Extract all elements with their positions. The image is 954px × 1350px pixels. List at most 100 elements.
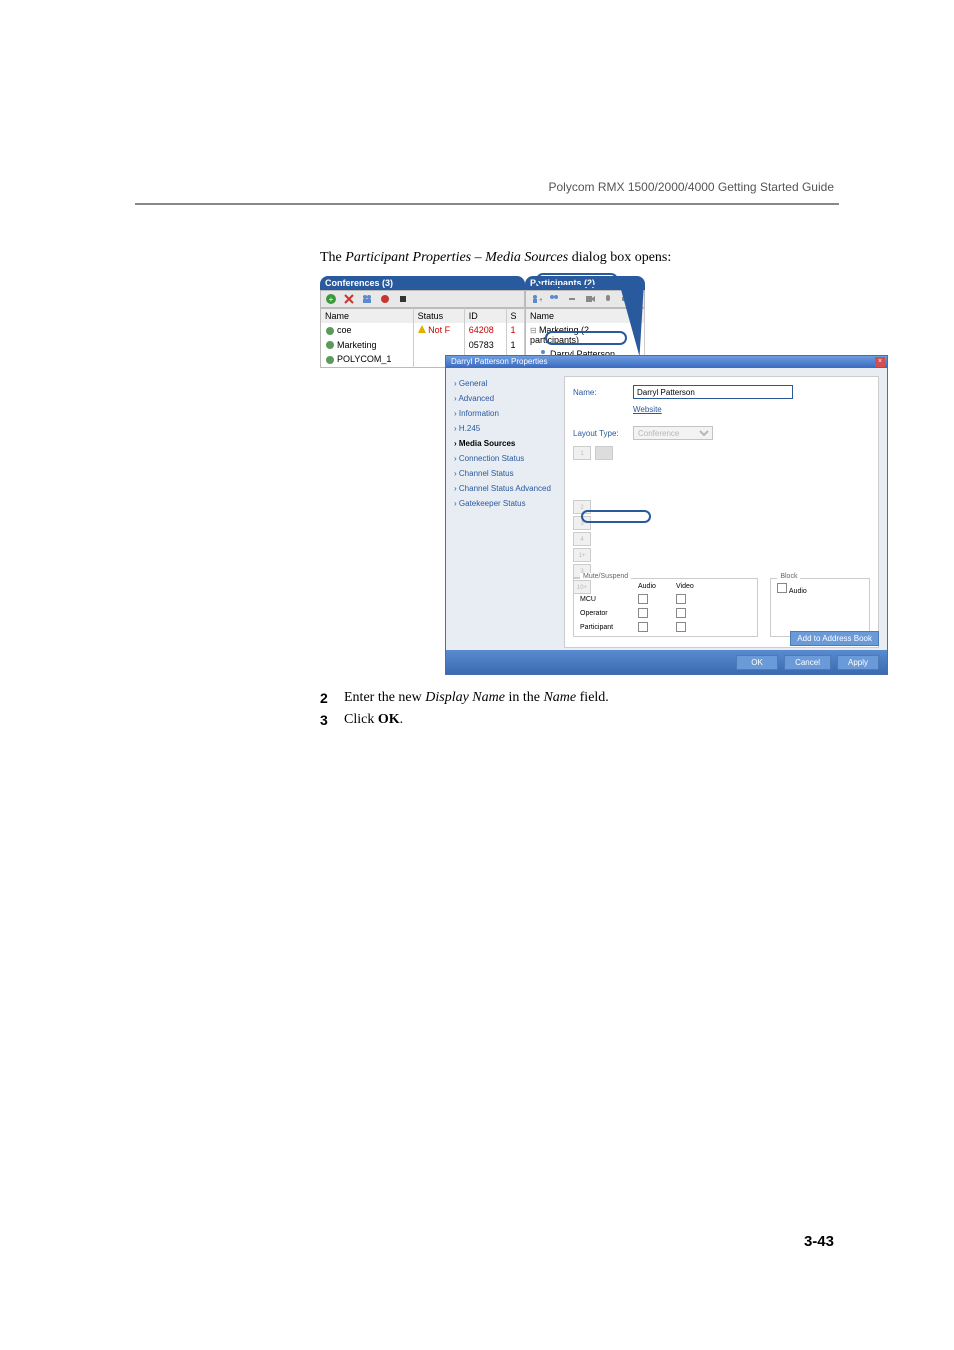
nav-gatekeeper-status[interactable]: › Gatekeeper Status (452, 496, 558, 511)
apply-button[interactable]: Apply (837, 655, 879, 670)
col-id[interactable]: ID (464, 309, 506, 324)
name-input[interactable] (633, 385, 793, 399)
layout-field-row: Layout Type: Conference (573, 426, 870, 440)
page-number: 3-43 (804, 1233, 834, 1250)
cancel-button[interactable]: Cancel (784, 655, 831, 670)
dialog-title-text: Darryl Patterson Properties (451, 357, 547, 366)
properties-dialog: Darryl Patterson Properties × › General … (445, 355, 888, 675)
name-field-row: Name: (573, 385, 870, 399)
conf-s: 1 (506, 323, 524, 338)
block-group: Block Audio (770, 578, 870, 637)
col-name[interactable]: Name (321, 309, 414, 324)
name-label: Name: (573, 388, 633, 397)
checkbox[interactable] (676, 594, 686, 604)
nav-general[interactable]: › General (452, 376, 558, 391)
svg-text:+: + (539, 297, 542, 304)
conf-status (413, 338, 464, 353)
table-row[interactable]: coe Not F 64208 1 (321, 323, 525, 338)
table-header-row: Name Status ID S (321, 309, 525, 324)
checkbox[interactable] (638, 622, 648, 632)
conf-id: 64208 (464, 323, 506, 338)
intro-italic: Participant Properties – Media Sources (345, 250, 568, 265)
conf-name: Marketing (337, 340, 377, 350)
conf-s: 1 (506, 338, 524, 353)
checkbox[interactable] (638, 594, 648, 604)
warn-icon (418, 325, 426, 333)
checkbox[interactable] (676, 608, 686, 618)
dialog-footer: OK Cancel Apply (446, 650, 887, 674)
add-person-icon[interactable]: + (530, 293, 542, 305)
conferences-toolbar: + (320, 290, 525, 308)
layout-label: Layout Type: (573, 429, 633, 438)
globe-icon (325, 326, 335, 336)
conf-name: POLYCOM_1 (337, 354, 391, 364)
layout-cell[interactable]: 1+ (573, 548, 591, 562)
checkbox[interactable] (777, 583, 787, 593)
nav-connection-status[interactable]: › Connection Status (452, 451, 558, 466)
nav-information[interactable]: › Information (452, 406, 558, 421)
ok-button[interactable]: OK (736, 655, 778, 670)
screenshot-mock: Conferences (3) + Name Status ID S coe N… (320, 276, 888, 676)
intro-suffix: dialog box opens: (568, 250, 671, 265)
table-row[interactable]: Marketing 05783 1 (321, 338, 525, 353)
conf-status: Not F (428, 325, 450, 335)
layout-cell[interactable]: 4 (573, 532, 591, 546)
mute-col-video: Video (676, 583, 706, 590)
callout-participants-title (536, 273, 618, 287)
mute-group-title: Mute/Suspend (580, 573, 631, 580)
step-number: 3 (320, 712, 344, 728)
nav-advanced[interactable]: › Advanced (452, 391, 558, 406)
col-status[interactable]: Status (413, 309, 464, 324)
header-separator (135, 203, 839, 205)
add-address-book-button[interactable]: Add to Address Book (790, 631, 879, 646)
main-content: The Participant Properties – Media Sourc… (320, 250, 890, 728)
conf-id: 05783 (464, 338, 506, 353)
mute-row-mcu: MCU (580, 596, 630, 603)
dialog-titlebar: Darryl Patterson Properties × (446, 356, 887, 368)
stop-icon[interactable] (397, 293, 409, 305)
layout-cell[interactable]: 1 (573, 446, 591, 460)
header-guide-title: Polycom RMX 1500/2000/4000 Getting Start… (548, 180, 834, 194)
nav-media-sources[interactable]: › Media Sources (452, 436, 558, 451)
globe-icon (325, 355, 335, 365)
block-audio-label: Audio (789, 588, 807, 595)
intro-prefix: The (320, 250, 345, 265)
conferences-title: Conferences (3) (320, 276, 525, 290)
close-icon[interactable]: × (875, 357, 885, 367)
dialog-nav: › General › Advanced › Information › H.2… (446, 368, 564, 648)
nav-h245[interactable]: › H.245 (452, 421, 558, 436)
layout-select[interactable]: Conference (633, 426, 713, 440)
conf-name: coe (337, 325, 352, 335)
add-group-icon[interactable] (548, 293, 560, 305)
people-icon[interactable] (361, 293, 373, 305)
website-link[interactable]: Website (633, 405, 870, 414)
camera-icon[interactable] (584, 293, 596, 305)
nav-channel-status-adv[interactable]: › Channel Status Advanced (452, 481, 558, 496)
layout-preview: 1 (573, 446, 870, 460)
mute-suspend-group: Mute/Suspend Audio Video MCU Operator (573, 578, 758, 637)
mute-col-audio: Audio (638, 583, 668, 590)
callout-participant-name (545, 331, 627, 345)
delete-icon[interactable] (343, 293, 355, 305)
layout-cell[interactable] (595, 446, 613, 460)
record-icon[interactable] (379, 293, 391, 305)
step-2: 2 Enter the new Display Name in the Name… (320, 690, 890, 706)
checkbox[interactable] (638, 608, 648, 618)
checkbox[interactable] (676, 622, 686, 632)
step-number: 2 (320, 690, 344, 706)
mute-row-participant: Participant (580, 624, 630, 631)
link-icon[interactable] (566, 293, 578, 305)
col-s[interactable]: S (506, 309, 524, 324)
step-text: Enter the new Display Name in the Name f… (344, 690, 609, 706)
dialog-body: › General › Advanced › Information › H.2… (446, 368, 887, 648)
mic-icon[interactable] (602, 293, 614, 305)
globe-icon (325, 340, 335, 350)
nav-channel-status[interactable]: › Channel Status (452, 466, 558, 481)
svg-text:+: + (329, 295, 334, 304)
callout-media-sources (581, 510, 651, 523)
block-group-title: Block (777, 573, 800, 580)
intro-line: The Participant Properties – Media Sourc… (320, 250, 890, 266)
mute-row-operator: Operator (580, 610, 630, 617)
step-text: Click OK. (344, 712, 403, 728)
new-conf-icon[interactable]: + (325, 293, 337, 305)
